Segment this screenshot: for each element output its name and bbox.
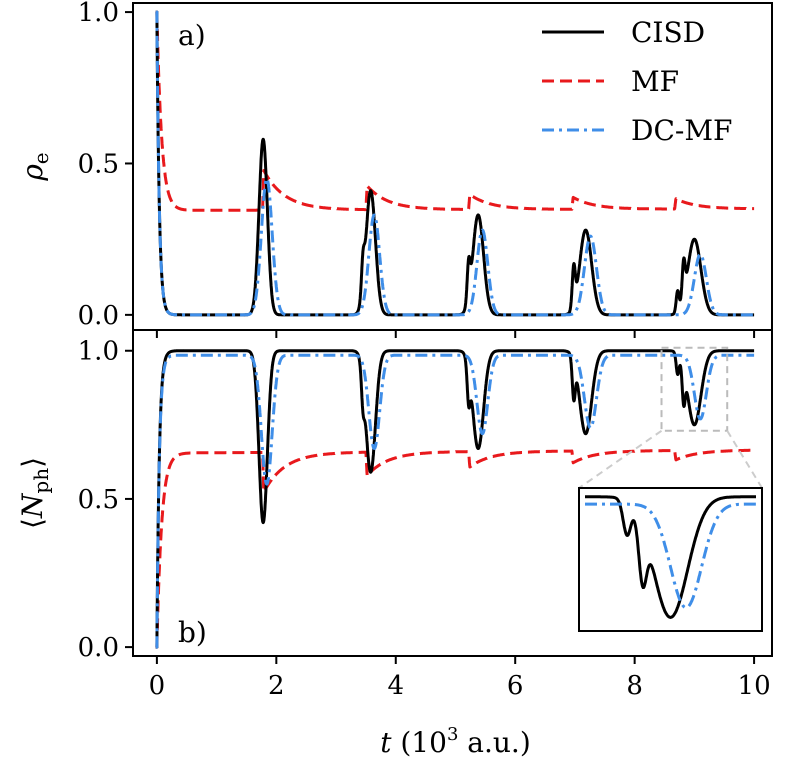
legend: CISD MF DC-MF [542, 16, 732, 147]
ytick-label-b-1: 0.5 [78, 485, 119, 515]
xtick-label-5: 10 [738, 671, 771, 701]
ytick-label-b-0: 0.0 [78, 633, 119, 663]
xtick-label-3: 6 [507, 671, 524, 701]
plot-area-a [155, 10, 756, 317]
xtick-label-2: 4 [387, 671, 404, 701]
inset-frame [578, 487, 763, 632]
legend-label-dc-mf: DC-MF [631, 114, 732, 147]
xtick-label-1: 2 [268, 671, 285, 701]
axes-frame-a [132, 2, 773, 331]
ylabel-var-a: ρ [16, 164, 49, 182]
axes-frame-b [132, 329, 773, 657]
xlabel-var: t [380, 726, 392, 759]
plot-area-b [155, 349, 756, 649]
ytick-label-b-2: 1.0 [78, 337, 119, 367]
inset-connector-right [726, 430, 763, 489]
xlabel-sup: 3 [447, 724, 458, 745]
series-dc-mf-a [155, 10, 756, 317]
inset-background [579, 488, 762, 631]
x-axis: 0 2 4 6 8 10 t (103 a.u.) [149, 671, 771, 759]
inset-plot [585, 495, 756, 619]
xlabel-tail: a.u.) [458, 726, 530, 759]
ylabel-a: ρe [16, 152, 53, 181]
ylabel-b: ⟨Nph⟩ [16, 457, 53, 529]
series-mf-b [155, 448, 756, 649]
ylabel-bracket-open: ⟨ [16, 518, 49, 529]
series-dc-mf-b [155, 353, 756, 649]
legend-label-cisd: CISD [631, 16, 705, 49]
panel-b: 0.0 0.5 1.0 b) ⟨Nph⟩ [16, 329, 773, 664]
xlabel: t (103 a.u.) [380, 724, 531, 759]
inset-connector-left [578, 429, 663, 489]
inset-zoom-region [660, 346, 729, 432]
ylabel-bracket-close: ⟩ [16, 457, 49, 468]
inset-series-cisd [585, 495, 756, 619]
ylabel-sub-a: e [29, 152, 53, 164]
panel-label-a: a) [178, 19, 206, 52]
legend-label-mf: MF [631, 65, 679, 98]
panel-label-b: b) [178, 616, 207, 649]
series-mf-a [155, 10, 756, 212]
ytick-label-a-1: 0.5 [78, 149, 119, 179]
inset-series-dc-mf [585, 502, 756, 610]
xlabel-rest: (10 [391, 726, 446, 759]
series-cisd-a [155, 10, 756, 317]
ylabel-sub-b: ph [29, 468, 53, 494]
ytick-label-a-0: 0.0 [78, 301, 119, 331]
series-cisd-b [155, 349, 756, 649]
xtick-label-4: 8 [626, 671, 643, 701]
ytick-label-a-2: 1.0 [78, 0, 119, 28]
xtick-label-0: 0 [149, 671, 166, 701]
ylabel-var-b: N [16, 492, 49, 519]
panel-a: 0.0 0.5 1.0 a) ρe CISD MF DC-MF [16, 0, 773, 338]
